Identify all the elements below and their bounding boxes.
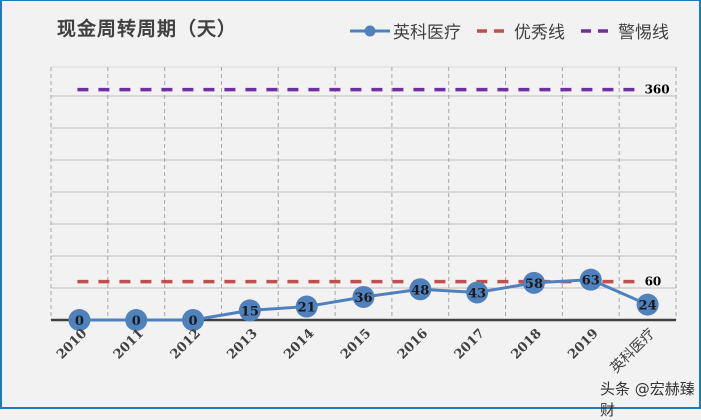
legend-label-excellent-line: 优秀线: [514, 23, 565, 43]
x-axis-labels: 2010 2011 2012 2013 2014 2015 2016 2017 2018 2019…: [54, 325, 658, 377]
data-label: 36: [354, 291, 372, 306]
data-marker: [579, 268, 602, 291]
data-point: 21: [295, 295, 318, 318]
line-marker-icon: [350, 25, 390, 36]
data-point: 58: [522, 271, 545, 294]
legend-item-warning-line: 警惕线: [579, 18, 669, 43]
data-marker: [466, 281, 489, 304]
data-label: 0: [189, 314, 198, 329]
data-label: 58: [525, 277, 543, 292]
dashed-line-icon: [477, 28, 509, 33]
x-tick-label: 2016: [395, 326, 431, 362]
legend-label-company: 英科医疗: [393, 23, 461, 43]
x-tick-label: 2011: [111, 326, 147, 362]
data-marker: [409, 278, 432, 301]
data-series: 0 0 0 15 21 36 48 43 58 63 24: [68, 268, 659, 331]
data-marker: [68, 309, 91, 331]
reference-line-label: 360: [645, 83, 670, 97]
data-marker: [522, 271, 545, 294]
data-point: 36: [352, 285, 375, 308]
legend-item-excellent-line: 优秀线: [475, 18, 565, 43]
chart-title: 现金周转周期（天）: [57, 18, 238, 40]
data-marker: [295, 295, 318, 318]
data-label: 0: [132, 314, 141, 329]
legend-item-company: 英科医疗: [350, 18, 461, 43]
reference-line-label: 60: [645, 275, 662, 289]
data-label: 0: [75, 314, 84, 329]
data-marker: [352, 285, 375, 308]
data-marker: [125, 309, 148, 331]
data-point: 63: [579, 268, 602, 291]
legend-label-warning-line: 警惕线: [618, 23, 669, 43]
x-tick-label: 2019: [565, 326, 601, 362]
x-tick-label: 英科医疗: [607, 325, 659, 377]
x-tick-label: 2017: [452, 326, 488, 362]
x-tick-label: 2010: [54, 326, 90, 362]
chart-legend: 英科医疗 优秀线 警惕线: [350, 18, 683, 43]
data-point: 15: [238, 299, 261, 322]
data-point: 0: [125, 309, 148, 331]
data-marker: [636, 293, 659, 316]
data-marker: [238, 299, 261, 322]
data-label: 48: [411, 283, 429, 298]
grid-lines: [50, 66, 677, 322]
reference-lines: 60 360: [77, 83, 670, 289]
x-tick-label: 2015: [338, 326, 374, 362]
data-point: 0: [182, 309, 205, 331]
data-label: 24: [639, 299, 657, 314]
data-marker: [182, 309, 205, 331]
data-point: 0: [68, 309, 91, 331]
x-tick-label: 2012: [168, 326, 204, 362]
x-tick-label: 2018: [509, 326, 545, 362]
data-point: 48: [409, 278, 432, 301]
chart-frame: [0, 0, 701, 409]
data-label: 63: [582, 274, 600, 289]
data-point: 24: [636, 293, 659, 316]
watermark: 头条 @宏赫臻财: [600, 380, 695, 419]
x-tick-label: 2014: [281, 326, 317, 362]
data-label: 43: [468, 286, 486, 301]
data-label: 15: [241, 304, 259, 319]
dashed-line-icon: [581, 28, 613, 33]
data-point: 43: [466, 281, 489, 304]
data-label: 21: [298, 301, 316, 316]
x-tick-label: 2013: [224, 326, 260, 362]
